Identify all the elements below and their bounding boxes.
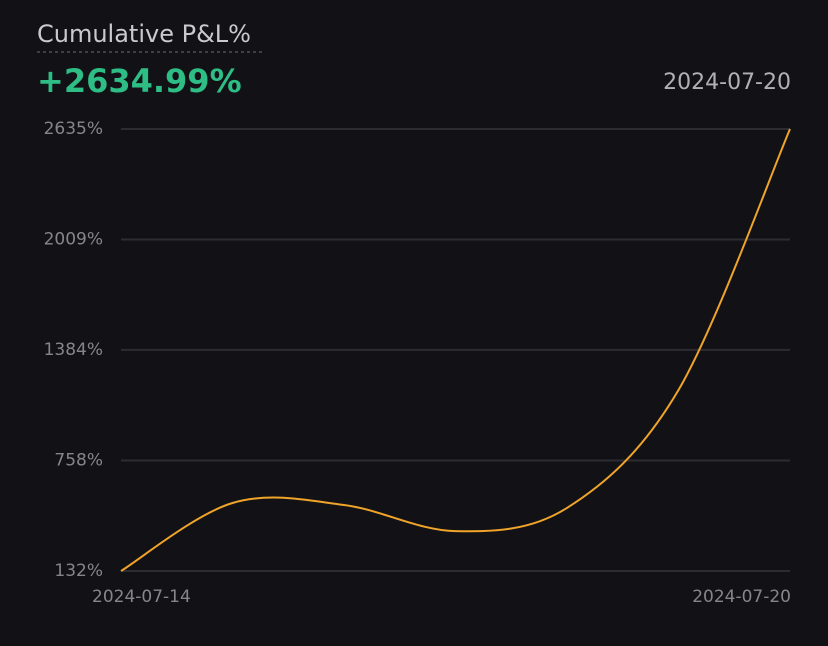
y-tick-label: 2635% xyxy=(44,119,103,139)
date-label: 2024-07-20 xyxy=(663,70,791,95)
line-series xyxy=(120,128,791,572)
y-tick-label: 1384% xyxy=(44,340,103,360)
x-tick-label: 2024-07-20 xyxy=(692,587,791,607)
y-tick-label: 758% xyxy=(54,450,103,470)
y-tick-label: 132% xyxy=(54,561,103,581)
y-tick-label: 2009% xyxy=(44,230,103,250)
chart-title: Cumulative P&L% xyxy=(37,20,251,48)
headline-value: +2634.99% xyxy=(37,62,242,100)
x-tick-label: 2024-07-14 xyxy=(92,587,191,607)
